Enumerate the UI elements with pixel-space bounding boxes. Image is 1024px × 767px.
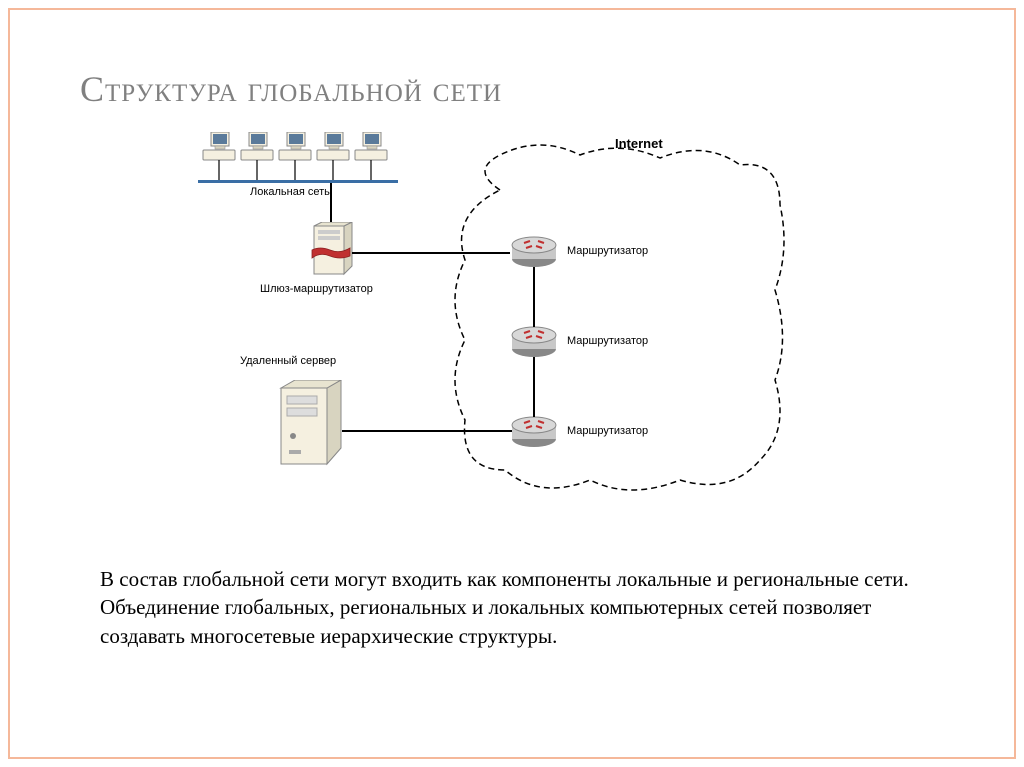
router-icon-2 (510, 325, 558, 359)
remote-server-icon (275, 380, 349, 472)
gateway-label: Шлюз-маршрутизатор (260, 283, 373, 295)
router-label-2: Маршрутизатор (567, 335, 648, 347)
internet-cloud-icon (440, 140, 790, 500)
link-bus-gateway (330, 183, 332, 225)
link-router1-router2 (533, 267, 535, 327)
link-gateway-router1 (352, 252, 510, 254)
gateway-router-icon (310, 222, 354, 280)
router-label-1: Маршрутизатор (567, 245, 648, 257)
lan-label: Локальная сеть (250, 186, 330, 198)
router-icon-1 (510, 235, 558, 269)
router-icon-3 (510, 415, 558, 449)
body-text: В состав глобальной сети могут входить к… (100, 565, 920, 650)
link-server-router3 (342, 430, 512, 432)
page-title: Структура глобальной сети (80, 68, 502, 110)
link-router2-router3 (533, 357, 535, 417)
router-label-3: Маршрутизатор (567, 425, 648, 437)
workstation-row (198, 132, 408, 182)
internet-label: Internet (615, 136, 663, 151)
network-diagram: Локальная сеть Шлюз-маршрутизатор Удален… (180, 130, 800, 520)
remote-server-label: Удаленный сервер (240, 355, 336, 367)
